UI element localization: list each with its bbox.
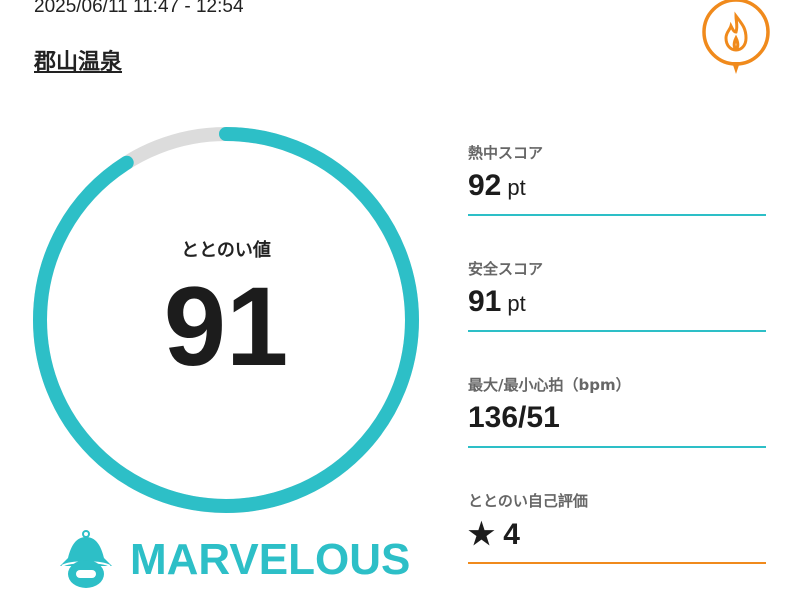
stat-heat-score: 熱中スコア 92 pt <box>468 142 766 216</box>
stat-label: 安全スコア <box>468 260 544 278</box>
stat-heart-rate: 最大/最小心拍（bpm） 136/51 <box>468 374 766 448</box>
facility-link[interactable]: 郡山温泉 <box>34 50 123 75</box>
rank-row: MARVELOUS <box>56 528 410 592</box>
stat-label: 最大/最小心拍（bpm） <box>468 376 631 394</box>
sauna-hat-icon <box>56 528 116 592</box>
stat-unit: pt <box>507 291 526 316</box>
rank-label: MARVELOUS <box>130 535 411 584</box>
stat-value: ★ 4 <box>468 518 520 551</box>
stat-self-rating[interactable]: ととのい自己評価 ★ 4 <box>468 490 766 564</box>
stat-value: 136/51 <box>468 401 560 434</box>
stat-safety-score: 安全スコア 91 pt <box>468 258 766 332</box>
stat-label: ととのい自己評価 <box>468 492 588 510</box>
score-ring <box>33 127 419 513</box>
stat-unit: pt <box>507 175 526 200</box>
stat-label: 熱中スコア <box>468 144 544 162</box>
ring-progress <box>33 127 419 513</box>
flame-pin-icon[interactable] <box>698 0 774 80</box>
score-value: 91 <box>163 264 289 389</box>
stat-value: 92 <box>468 169 502 202</box>
session-datetime: 2025/06/11 11:47 - 12:54 <box>34 0 244 17</box>
stat-value: 91 <box>468 285 502 318</box>
score-label: ととのい値 <box>181 240 271 261</box>
